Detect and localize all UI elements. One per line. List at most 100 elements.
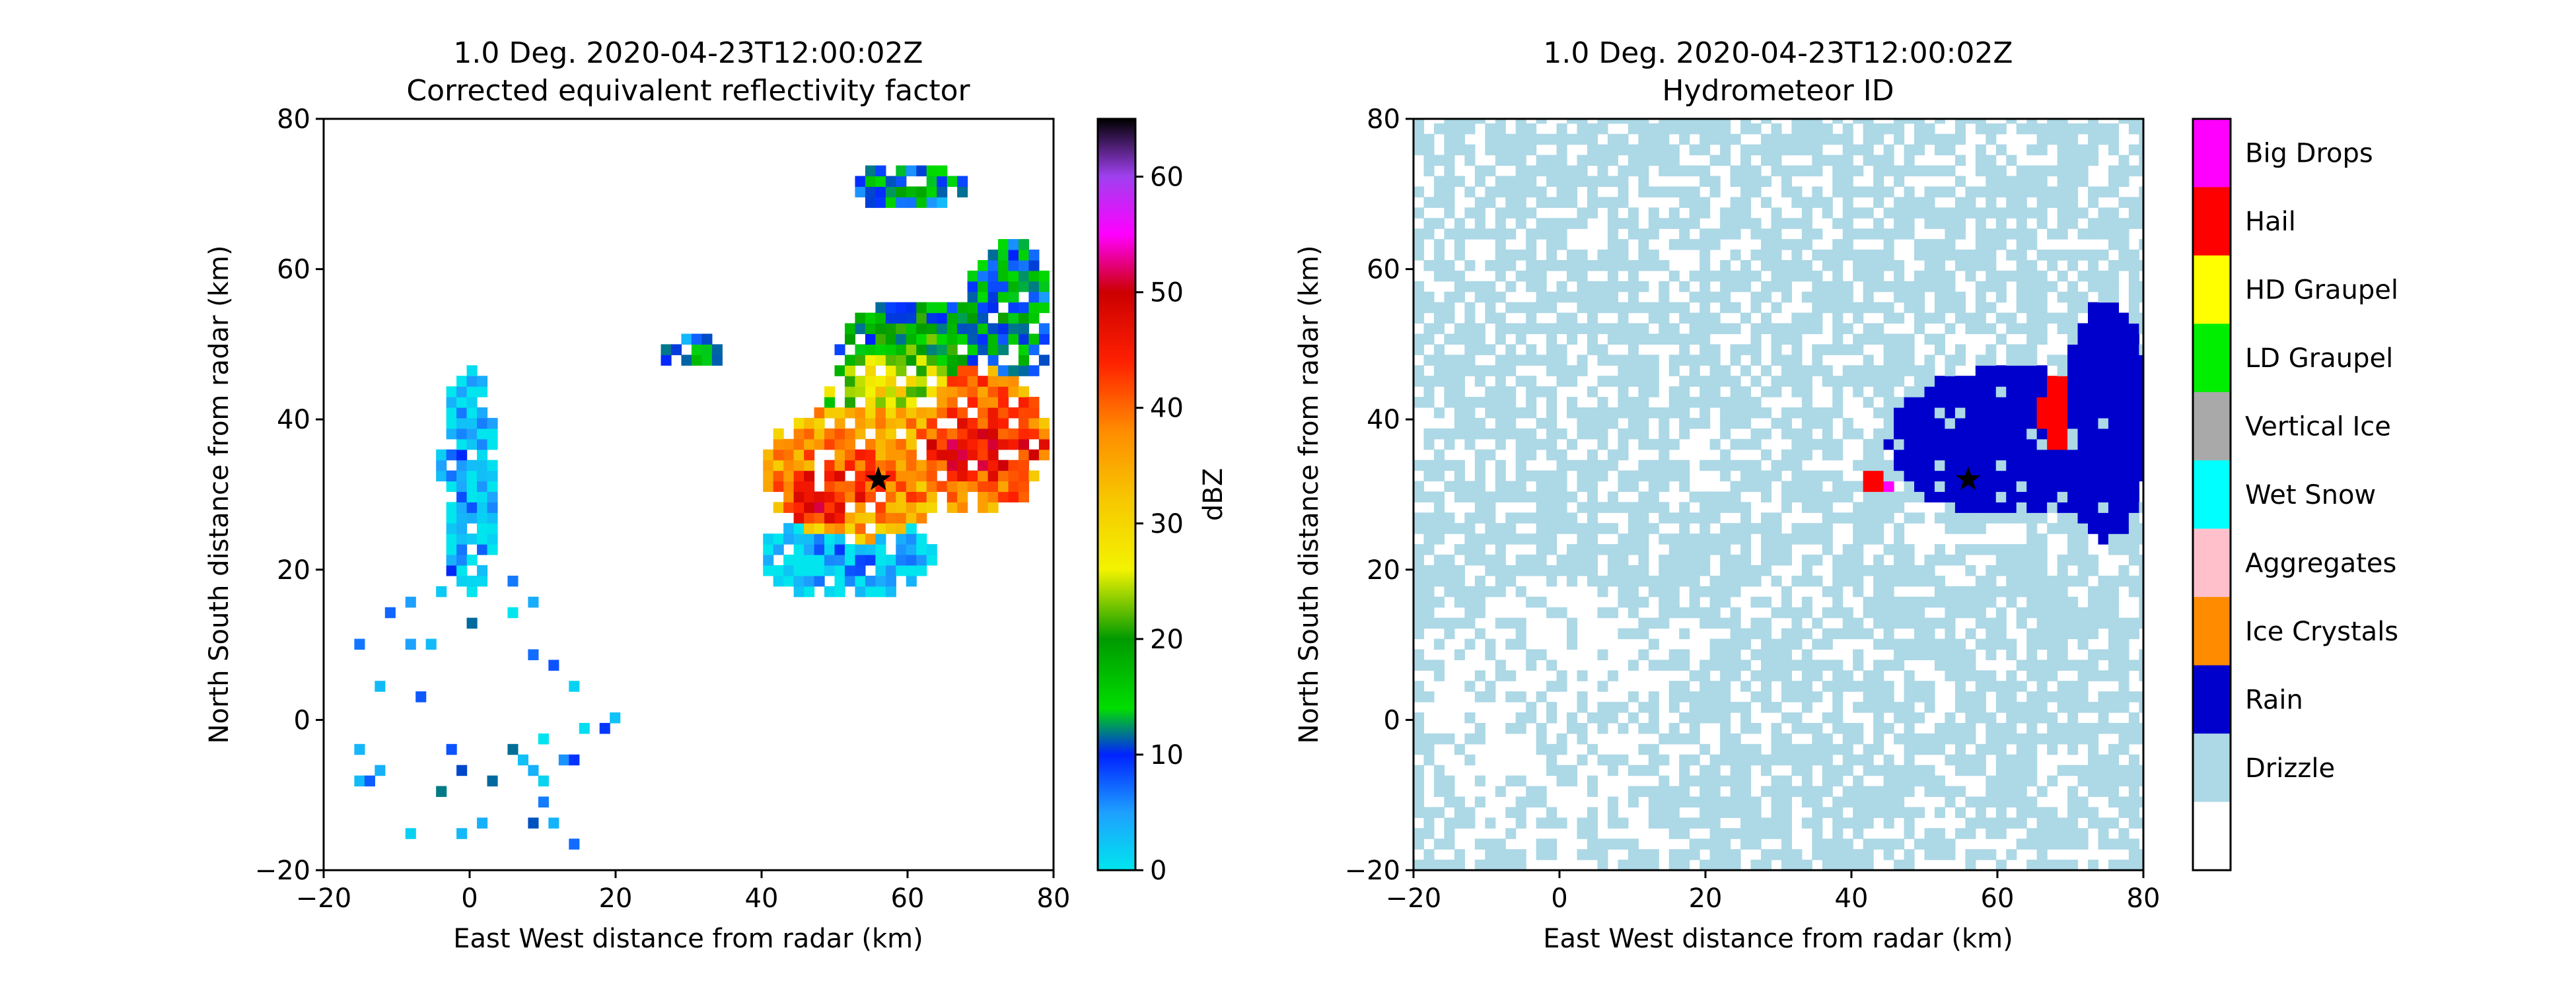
- hydrometeor-cell: [1454, 133, 1465, 145]
- hydrometeor-cell: [1668, 702, 1680, 713]
- hydrometeor-cell: [1904, 481, 1915, 493]
- hydrometeor-cell: [1750, 839, 1762, 850]
- reflectivity-cell: [978, 460, 989, 471]
- hydrometeor-cell: [1679, 765, 1690, 776]
- hydrometeor-cell: [1760, 512, 1772, 524]
- hydrometeor-cell: [1577, 207, 1588, 219]
- hydrometeor-cell: [1659, 218, 1670, 229]
- reflectivity-cell: [998, 428, 1009, 440]
- hydrometeor-cell: [1628, 344, 1639, 355]
- reflectivity-cell: [978, 291, 989, 303]
- hydrometeor-cell: [1597, 438, 1608, 450]
- hydrometeor-cell: [1934, 250, 1946, 261]
- hydrometeor-cell: [1975, 607, 1986, 619]
- hydrometeor-cell: [1924, 355, 1935, 366]
- reflectivity-cell: [446, 397, 457, 408]
- hydrometeor-cell: [1556, 355, 1567, 366]
- hydrometeor-cell: [2047, 228, 2058, 240]
- hydrometeor-cell: [2057, 860, 2068, 870]
- hydrometeor-cell: [1740, 154, 1752, 166]
- hydrometeor-cell: [2139, 397, 2143, 408]
- hydrometeor-cell: [1873, 839, 1884, 850]
- hydrometeor-cell: [2006, 796, 2017, 808]
- hydrometeor-cell: [1934, 491, 1946, 502]
- hydrometeor-cell: [1679, 333, 1690, 345]
- hydrometeor-cell: [1536, 849, 1547, 860]
- hydrometeor-cell: [2128, 481, 2139, 493]
- hydrometeor-cell: [1689, 712, 1700, 724]
- hydrometeor-cell: [1699, 207, 1711, 219]
- hydrometeor-cell: [1699, 386, 1711, 397]
- hydrometeor-cell: [1904, 281, 1915, 292]
- hydrometeor-cell: [1587, 144, 1598, 156]
- reflectivity-cell: [875, 460, 886, 471]
- reflectivity-cell: [466, 376, 478, 387]
- hydrometeor-cell: [1954, 228, 1966, 240]
- hydrometeor-cell: [1536, 786, 1547, 798]
- hydrometeor-cell: [2108, 323, 2120, 335]
- reflectivity-cell: [456, 512, 468, 524]
- hydrometeor-cell: [1986, 596, 1997, 608]
- hydrometeor-cell: [2016, 250, 2027, 261]
- hydrometeor-cell: [1873, 460, 1884, 471]
- hydrometeor-cell: [1924, 596, 1935, 608]
- reflectivity-cell: [937, 355, 948, 366]
- reflectivity-cell: [477, 481, 488, 493]
- hydrometeor-cell: [1904, 154, 1915, 166]
- hydrometeor-cell: [1423, 323, 1435, 335]
- hydrometeor-cell: [1597, 281, 1608, 292]
- hydrometeor-cell: [1842, 849, 1853, 860]
- reflectivity-cell: [926, 438, 937, 450]
- hydrometeor-cell: [1454, 417, 1465, 429]
- hydrometeor-cell: [2047, 119, 2058, 124]
- hydrometeor-cell: [1485, 133, 1496, 145]
- hydrometeor-cell: [2128, 323, 2139, 335]
- hydrometeor-cell: [1699, 250, 1711, 261]
- hydrometeor-cell: [1699, 860, 1711, 870]
- hydrometeor-cell: [1894, 649, 1905, 660]
- hydrometeor-cell: [1822, 197, 1833, 208]
- hydrometeor-cell: [1474, 691, 1485, 702]
- hydrometeor-cell: [2067, 333, 2079, 345]
- hydrometeor-cell: [1444, 270, 1455, 282]
- hydrometeor-cell: [1832, 154, 1843, 166]
- hydrometeor-cell: [1577, 165, 1588, 177]
- hydrometeor-cell: [1822, 449, 1833, 461]
- hydrometeor-cell: [1587, 386, 1598, 397]
- hydrometeor-cell: [1954, 670, 1966, 681]
- hydrometeor-cell: [1413, 376, 1425, 387]
- hydrometeor-cell: [2108, 376, 2120, 387]
- hydrometeor-cell: [1894, 133, 1905, 145]
- hydrometeor-cell: [1515, 617, 1526, 629]
- hydrometeor-cell: [1934, 344, 1946, 355]
- hydrometeor-cell: [1413, 397, 1425, 408]
- hydrometeor-cell: [1832, 186, 1843, 197]
- hydrometeor-cell: [1618, 722, 1629, 734]
- hydrometeor-cell: [1781, 796, 1792, 808]
- hydrometeor-cell: [1965, 544, 1976, 555]
- reflectivity-cell: [947, 460, 958, 471]
- reflectivity-cell: [937, 333, 948, 345]
- reflectivity-cell: [466, 555, 478, 566]
- reflectivity-cell: [793, 481, 805, 493]
- hydrometeor-cell: [1894, 702, 1905, 713]
- hydrometeor-cell: [2077, 512, 2089, 524]
- hydrometeor-cell: [2077, 333, 2089, 345]
- reflectivity-cell: [987, 417, 999, 429]
- hydrometeor-cell: [1904, 817, 1915, 829]
- hydrometeor-cell: [1853, 722, 1864, 734]
- reflectivity-cell: [855, 323, 866, 335]
- reflectivity-cell: [896, 523, 907, 534]
- hydrometeor-cell: [1679, 186, 1690, 197]
- hydrometeor-cell: [1801, 649, 1812, 660]
- hydrometeor-cell: [2077, 702, 2089, 713]
- hydrometeor-cell: [1995, 796, 2007, 808]
- hydrometeor-cell: [1628, 165, 1639, 177]
- hydrometeor-cell: [2098, 491, 2109, 502]
- hydrometeor-cell: [2118, 807, 2129, 818]
- reflectivity-cell: [855, 491, 866, 502]
- reflectivity-cell: [1028, 270, 1040, 282]
- hydrometeor-cell: [1659, 575, 1670, 587]
- hydrometeor-cell: [1873, 722, 1884, 734]
- reflectivity-cell: [998, 438, 1009, 450]
